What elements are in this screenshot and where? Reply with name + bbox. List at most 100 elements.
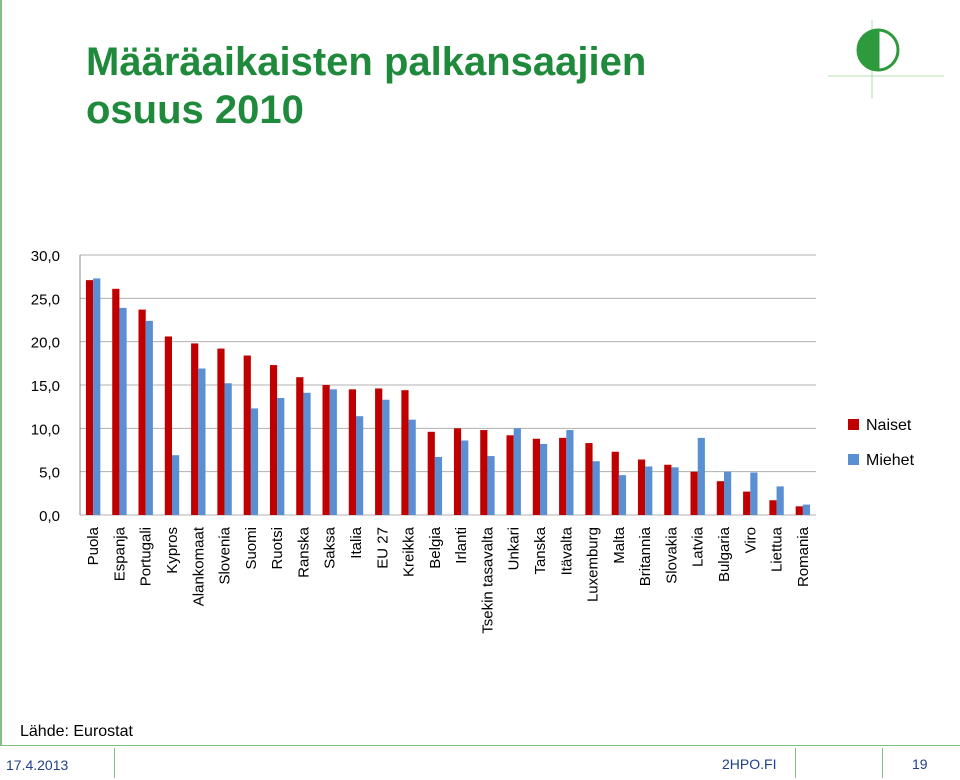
bar-naiset bbox=[138, 309, 146, 515]
bar-naiset bbox=[453, 428, 462, 515]
slide-title: Määräaikaisten palkansaajien osuus 2010 bbox=[86, 38, 646, 134]
x-tick-label: Latvia bbox=[690, 526, 707, 567]
y-tick-label: 5,0 bbox=[39, 465, 60, 482]
x-tick-label: EU 27 bbox=[374, 527, 391, 569]
bar-naiset bbox=[322, 385, 330, 515]
bar-miehet bbox=[224, 383, 232, 515]
bar-naiset bbox=[611, 451, 619, 515]
x-tick-label: Bulgaria bbox=[716, 526, 733, 582]
bar-naiset bbox=[85, 280, 94, 515]
bar-naiset bbox=[743, 491, 751, 515]
x-tick-label: Kreikka bbox=[401, 526, 418, 577]
x-tick-label: Italia bbox=[348, 526, 365, 558]
footer-site: 2HPO.FI bbox=[722, 756, 777, 772]
bar-miehet bbox=[119, 307, 127, 515]
bar-miehet bbox=[461, 440, 469, 515]
bar-miehet bbox=[356, 416, 364, 515]
x-tick-label: Tanska bbox=[532, 526, 549, 574]
bar-miehet bbox=[592, 461, 600, 515]
slide-title-line-1: Määräaikaisten palkansaajien bbox=[86, 40, 647, 84]
x-tick-label: Tsekin tasavalta bbox=[479, 526, 496, 633]
y-tick-label: 20,0 bbox=[31, 335, 60, 352]
bar-naiset bbox=[716, 481, 724, 515]
legend-swatch bbox=[848, 454, 859, 465]
x-tick-label: Ranska bbox=[295, 526, 312, 578]
y-tick-label: 25,0 bbox=[31, 291, 60, 308]
bar-miehet bbox=[645, 466, 653, 515]
y-tick-label: 0,0 bbox=[39, 508, 60, 525]
legend-label: Miehet bbox=[866, 452, 915, 469]
bar-naiset bbox=[637, 459, 646, 515]
bar-naiset bbox=[164, 336, 172, 515]
bar-naiset bbox=[427, 431, 435, 515]
x-tick-label: Viro bbox=[742, 527, 759, 553]
x-tick-label: Portugali bbox=[138, 527, 155, 586]
bar-miehet bbox=[776, 486, 784, 515]
bar-naiset bbox=[375, 388, 383, 515]
bar-naiset bbox=[217, 348, 225, 515]
bar-miehet bbox=[434, 456, 443, 515]
y-tick-label: 10,0 bbox=[31, 421, 60, 438]
bar-naiset bbox=[690, 471, 698, 515]
bar-miehet bbox=[408, 419, 416, 515]
x-tick-label: Luxemburg bbox=[585, 527, 602, 602]
bar-naiset bbox=[480, 430, 488, 515]
bar-miehet bbox=[93, 278, 101, 515]
page-number: 19 bbox=[912, 756, 928, 772]
bar-miehet bbox=[724, 471, 732, 515]
x-tick-label: Kypros bbox=[164, 527, 181, 574]
bar-miehet bbox=[671, 467, 679, 515]
x-tick-label: Romania bbox=[795, 526, 812, 587]
bar-naiset bbox=[296, 377, 304, 515]
bar-naiset bbox=[112, 288, 120, 515]
x-tick-label: Puola bbox=[85, 526, 102, 565]
bar-naiset bbox=[585, 443, 593, 515]
bar-miehet bbox=[250, 408, 259, 515]
left-border-line bbox=[0, 0, 2, 745]
bar-naiset bbox=[401, 390, 409, 515]
bar-miehet bbox=[618, 475, 627, 515]
bar-naiset bbox=[559, 437, 567, 515]
footer-date: 17.4.2013 bbox=[6, 757, 69, 773]
x-tick-label: Liettua bbox=[769, 526, 786, 572]
legend-label: Naiset bbox=[866, 417, 912, 434]
x-tick-label: Alankomaat bbox=[190, 526, 207, 606]
x-tick-label: Slovakia bbox=[663, 526, 680, 583]
x-tick-label: Britannia bbox=[637, 526, 654, 586]
x-tick-label: Itävalta bbox=[558, 526, 575, 575]
x-tick-label: Irlanti bbox=[453, 527, 470, 564]
x-tick-label: Belgia bbox=[427, 526, 444, 568]
logo-icon bbox=[828, 20, 944, 98]
y-tick-label: 30,0 bbox=[31, 248, 60, 265]
slide-title-line-2: osuus 2010 bbox=[86, 88, 304, 132]
x-tick-label: Malta bbox=[611, 526, 628, 563]
bar-naiset bbox=[269, 365, 278, 515]
bar-miehet bbox=[172, 455, 180, 515]
bar-naiset bbox=[795, 506, 803, 515]
bar-miehet bbox=[540, 443, 548, 515]
x-tick-label: Espanja bbox=[111, 526, 128, 581]
footer-divider bbox=[0, 745, 960, 746]
bar-miehet bbox=[697, 437, 705, 515]
bar-naiset bbox=[664, 464, 672, 515]
x-tick-label: Slovenia bbox=[217, 526, 234, 584]
bar-miehet bbox=[329, 389, 337, 515]
bar-miehet bbox=[198, 368, 206, 515]
bar-naiset bbox=[506, 435, 514, 515]
bar-miehet bbox=[750, 472, 758, 515]
bar-chart: 0,0 5,0 10,0 15,0 20,0 25,0 30,0 Puola Espanja Po… bbox=[31, 248, 915, 634]
bar-miehet bbox=[303, 392, 311, 515]
x-tick-label: Saksa bbox=[322, 526, 339, 568]
footer-separator bbox=[114, 748, 115, 778]
bar-miehet bbox=[802, 504, 811, 515]
bar-naiset bbox=[191, 343, 199, 515]
bar-naiset bbox=[348, 389, 356, 515]
bar-miehet bbox=[382, 399, 390, 515]
bar-miehet bbox=[487, 456, 495, 515]
x-tick-label: Suomi bbox=[243, 527, 260, 570]
bar-naiset bbox=[243, 355, 251, 515]
y-tick-label: 15,0 bbox=[31, 378, 60, 395]
bar-naiset bbox=[769, 500, 777, 515]
source-note: Lähde: Eurostat bbox=[20, 723, 133, 740]
bar-naiset bbox=[532, 438, 540, 515]
